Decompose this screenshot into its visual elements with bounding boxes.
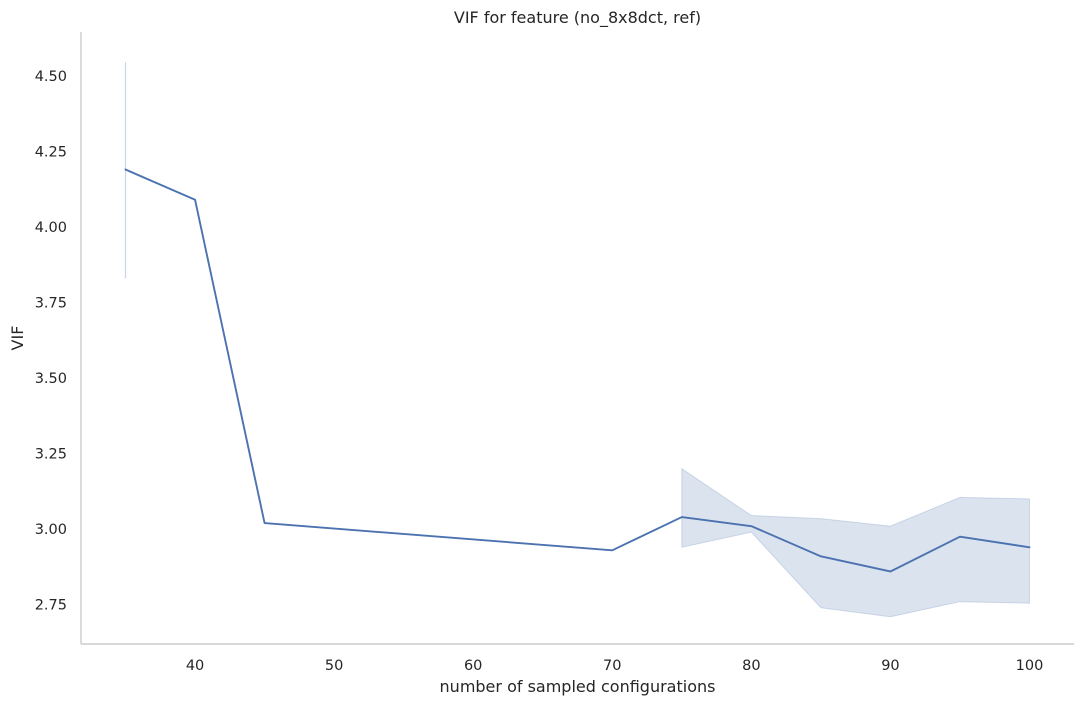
- x-tick-label: 80: [742, 658, 760, 674]
- chart-title: VIF for feature (no_8x8dct, ref): [454, 8, 701, 28]
- series-lines: [124, 168, 1031, 573]
- y-tick-label: 3.00: [35, 522, 67, 538]
- y-tick-label: 4.25: [35, 144, 67, 160]
- x-tick-label: 40: [186, 658, 204, 674]
- series-line: [124, 168, 1031, 573]
- confidence-band: [681, 467, 1030, 618]
- x-axis-ticks: 40 50 60 70 80 90 100: [186, 658, 1044, 674]
- x-tick-label: 100: [1016, 658, 1044, 674]
- x-tick-label: 70: [603, 658, 621, 674]
- x-tick-label: 50: [325, 658, 343, 674]
- y-axis-ticks: 2.75 3.00 3.25 3.50 3.75 4.00 4.25 4.50: [35, 69, 67, 614]
- y-tick-label: 3.50: [35, 371, 67, 387]
- confidence-bands: [124, 62, 1030, 618]
- x-tick-label: 90: [881, 658, 899, 674]
- x-axis-title: number of sampled configurations: [440, 677, 716, 696]
- y-tick-label: 3.75: [35, 295, 67, 311]
- y-tick-label: 3.25: [35, 447, 67, 463]
- y-tick-label: 2.75: [35, 598, 67, 614]
- y-tick-label: 4.50: [35, 69, 67, 85]
- x-tick-label: 60: [464, 658, 482, 674]
- y-axis-title: VIF: [8, 326, 27, 351]
- y-tick-label: 4.00: [35, 220, 67, 236]
